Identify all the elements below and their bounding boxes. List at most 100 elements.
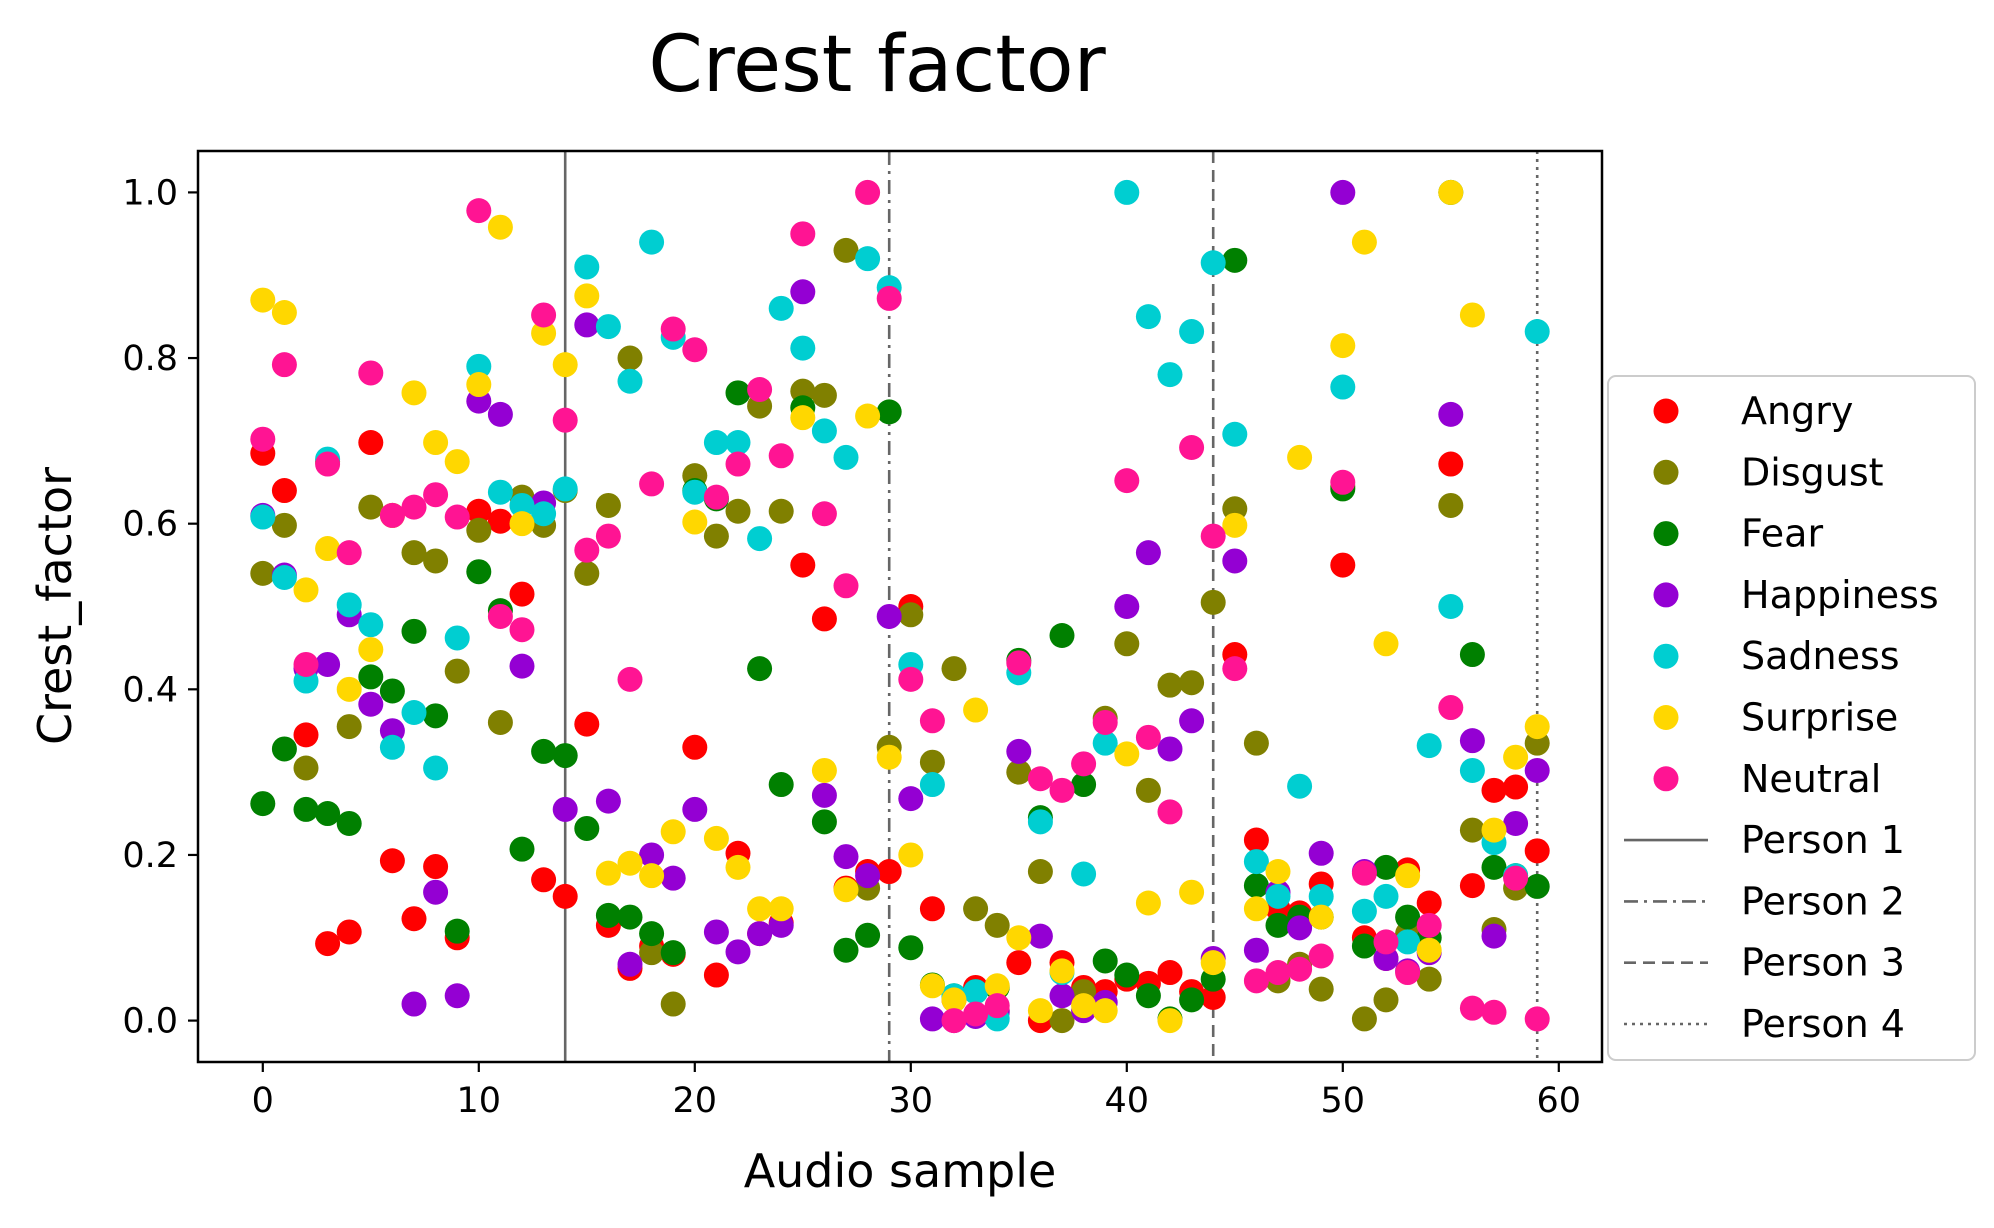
point-surprise-5 xyxy=(358,637,384,663)
point-neutral-53 xyxy=(1395,960,1421,986)
point-sadness-48 xyxy=(1287,773,1313,799)
point-neutral-6 xyxy=(379,502,405,528)
legend-marker xyxy=(1653,521,1679,547)
point-happiness-21 xyxy=(703,919,729,945)
point-disgust-9 xyxy=(444,658,470,684)
point-disgust-0 xyxy=(250,560,276,586)
legend-entry-neutral: Neutral xyxy=(1653,757,1881,801)
point-fear-47 xyxy=(1265,912,1291,938)
point-fear-37 xyxy=(1049,622,1075,648)
legend-label: Fear xyxy=(1741,512,1823,556)
legend-label: Disgust xyxy=(1741,450,1884,494)
point-neutral-37 xyxy=(1049,777,1075,803)
legend-label: Neutral xyxy=(1741,757,1881,801)
point-sadness-18 xyxy=(639,229,665,255)
point-disgust-42 xyxy=(1157,672,1183,698)
point-happiness-59 xyxy=(1524,757,1550,783)
point-neutral-14 xyxy=(552,407,578,433)
point-sadness-9 xyxy=(444,625,470,651)
point-fear-3 xyxy=(315,801,341,827)
point-surprise-27 xyxy=(833,877,859,903)
x-tick-label: 30 xyxy=(889,1081,934,1121)
legend-marker xyxy=(1653,459,1679,485)
point-surprise-26 xyxy=(811,757,837,783)
point-fear-1 xyxy=(271,736,297,762)
point-fear-28 xyxy=(855,922,881,948)
point-disgust-22 xyxy=(725,498,751,524)
point-sadness-47 xyxy=(1265,883,1291,909)
point-fear-19 xyxy=(660,940,686,966)
point-fear-38 xyxy=(1071,772,1097,798)
x-tick-label: 20 xyxy=(673,1081,718,1121)
point-fear-9 xyxy=(444,918,470,944)
point-neutral-2 xyxy=(293,651,319,677)
legend-label: Person 3 xyxy=(1741,941,1905,985)
x-tick-label: 0 xyxy=(252,1081,274,1121)
point-sadness-59 xyxy=(1524,319,1550,345)
point-disgust-36 xyxy=(1027,859,1053,885)
point-fear-53 xyxy=(1395,904,1421,930)
point-surprise-25 xyxy=(790,405,816,431)
point-fear-26 xyxy=(811,809,837,835)
point-sadness-24 xyxy=(768,295,794,321)
point-surprise-57 xyxy=(1481,817,1507,843)
series-neutral xyxy=(250,179,1550,1034)
point-surprise-49 xyxy=(1308,904,1334,930)
point-neutral-39 xyxy=(1092,709,1118,735)
point-fear-51 xyxy=(1351,933,1377,959)
point-surprise-29 xyxy=(876,744,902,770)
point-surprise-43 xyxy=(1179,879,1205,905)
point-angry-46 xyxy=(1243,827,1269,853)
point-sadness-26 xyxy=(811,418,837,444)
point-happiness-20 xyxy=(682,796,708,822)
point-fear-15 xyxy=(574,815,600,841)
point-disgust-52 xyxy=(1373,987,1399,1013)
point-surprise-1 xyxy=(271,299,297,325)
point-happiness-7 xyxy=(401,991,427,1017)
point-happiness-11 xyxy=(487,401,513,427)
point-neutral-48 xyxy=(1287,956,1313,982)
point-fear-43 xyxy=(1179,987,1205,1013)
point-happiness-14 xyxy=(552,796,578,822)
point-happiness-17 xyxy=(617,951,643,977)
point-angry-29 xyxy=(876,859,902,885)
point-neutral-25 xyxy=(790,221,816,247)
point-neutral-22 xyxy=(725,451,751,477)
point-angry-54 xyxy=(1416,890,1442,916)
point-sadness-20 xyxy=(682,479,708,505)
point-surprise-45 xyxy=(1222,512,1248,538)
point-sadness-7 xyxy=(401,700,427,726)
point-angry-1 xyxy=(271,478,297,504)
point-disgust-16 xyxy=(595,492,621,518)
point-surprise-12 xyxy=(509,511,535,537)
point-happiness-19 xyxy=(660,865,686,891)
point-neutral-44 xyxy=(1200,523,1226,549)
point-surprise-50 xyxy=(1330,333,1356,359)
point-fear-24 xyxy=(768,772,794,798)
point-neutral-57 xyxy=(1481,999,1507,1025)
point-happiness-31 xyxy=(919,1006,945,1032)
legend-entry-person-3: Person 3 xyxy=(1624,941,1905,985)
point-happiness-55 xyxy=(1438,401,1464,427)
point-disgust-15 xyxy=(574,560,600,586)
point-angry-6 xyxy=(379,848,405,874)
point-neutral-55 xyxy=(1438,695,1464,721)
plot-frame xyxy=(196,149,1604,1064)
point-angry-31 xyxy=(919,896,945,922)
point-angry-50 xyxy=(1330,552,1356,578)
y-tick-label: 0.6 xyxy=(122,505,178,545)
point-happiness-15 xyxy=(574,312,600,338)
point-neutral-43 xyxy=(1179,434,1205,460)
point-sadness-12 xyxy=(509,492,535,518)
point-neutral-10 xyxy=(466,198,492,224)
point-angry-3 xyxy=(315,931,341,957)
point-surprise-34 xyxy=(984,973,1010,999)
point-neutral-56 xyxy=(1459,995,1485,1021)
point-surprise-15 xyxy=(574,283,600,309)
point-surprise-53 xyxy=(1395,863,1421,889)
point-sadness-21 xyxy=(703,430,729,456)
point-disgust-1 xyxy=(271,512,297,538)
point-disgust-5 xyxy=(358,494,384,520)
point-surprise-59 xyxy=(1524,714,1550,740)
point-angry-5 xyxy=(358,430,384,456)
